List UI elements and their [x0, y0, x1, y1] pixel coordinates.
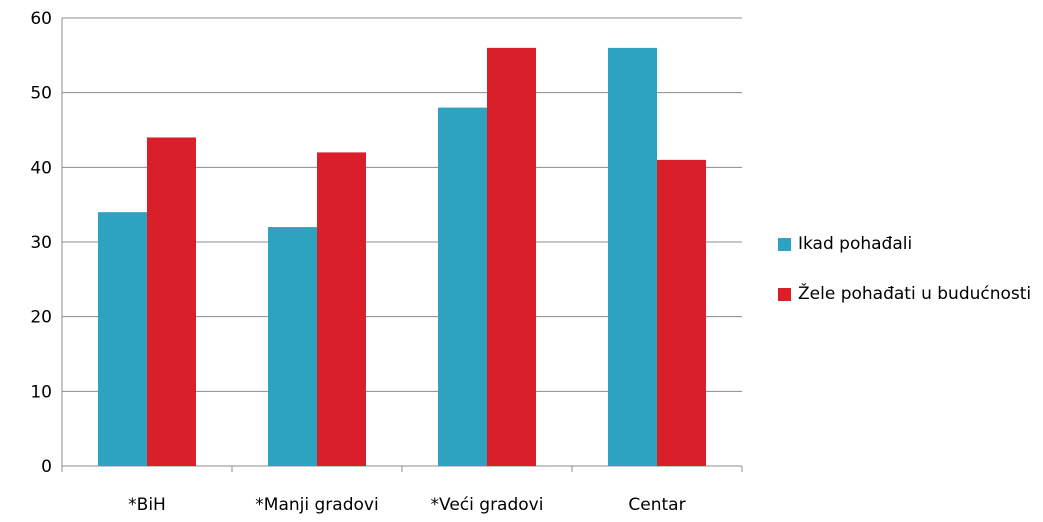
legend-item-ikad-pohadali: Ikad pohađali — [778, 232, 1031, 256]
y-tick-label: 10 — [30, 382, 52, 402]
x-tick-label: *Manji gradovi — [255, 495, 378, 515]
x-tick-label: Centar — [628, 495, 685, 515]
y-tick-label: 0 — [41, 457, 52, 477]
legend-label-zele-pohadati: Žele pohađati u budućnosti — [798, 284, 1032, 304]
legend-swatch-ikad-pohadali — [778, 237, 791, 251]
x-tick-label: *Veći gradovi — [431, 495, 544, 515]
y-tick-label: 40 — [30, 158, 52, 178]
bar — [268, 227, 317, 466]
legend-swatch-zele-pohadati — [778, 287, 791, 301]
bar — [487, 47, 536, 466]
legend-item-zele-pohadati: Žele pohađati u budućnosti — [778, 282, 1031, 306]
legend: Ikad pohađali Žele pohađati u budućnosti — [778, 232, 1031, 332]
y-tick-label: 60 — [30, 9, 52, 29]
x-tick-label: *BiH — [128, 495, 166, 515]
bar — [317, 152, 366, 466]
bar — [98, 212, 147, 466]
legend-label-ikad-pohadali: Ikad pohađali — [798, 234, 913, 254]
bar — [608, 47, 657, 466]
bar — [657, 159, 706, 466]
y-tick-label: 30 — [30, 233, 52, 253]
bar — [147, 137, 196, 466]
y-tick-label: 20 — [30, 308, 52, 328]
bar — [438, 107, 487, 466]
y-tick-label: 50 — [30, 84, 52, 104]
